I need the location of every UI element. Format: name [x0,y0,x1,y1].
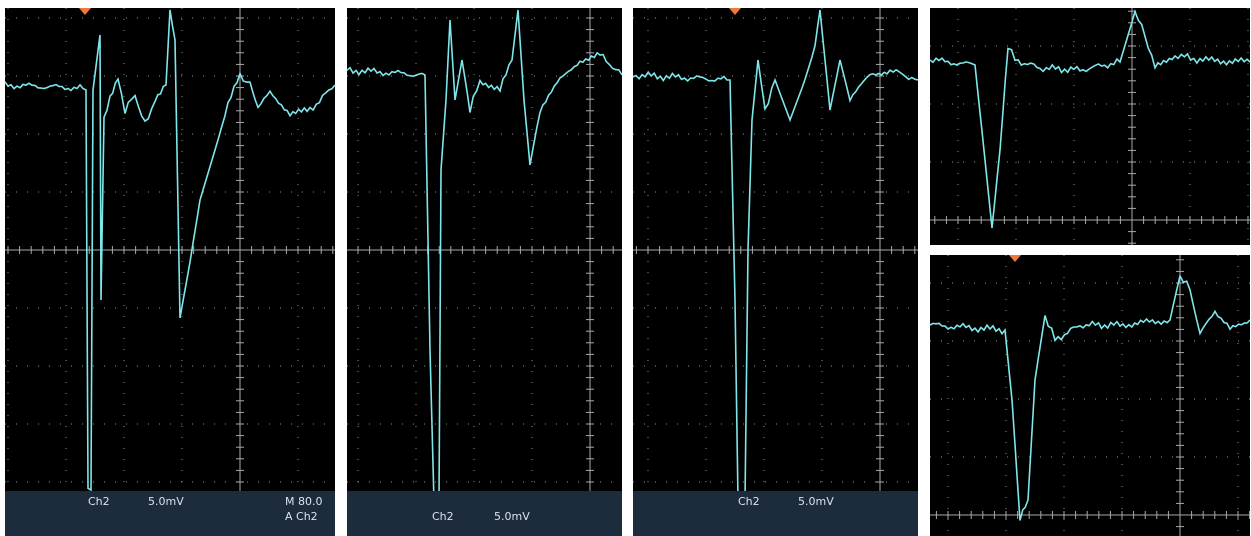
scale-label: 5.0mV [798,495,834,508]
screen [633,8,918,536]
screen [5,8,335,536]
scale-label: 5.0mV [494,510,530,523]
oscilloscope-collage: Ch2 5.0mV M 80.0 A Ch2 Ch2 5.0mV Ch2 5.0… [0,0,1251,536]
screens [5,8,1250,536]
screen [930,255,1250,536]
channel-label: Ch2 [88,495,110,508]
status-bar [347,491,622,536]
screen [347,8,622,536]
status-bar [633,491,918,536]
timebase-label: M 80.0 [285,495,322,508]
channel-label: Ch2 [432,510,454,523]
screen [930,8,1250,245]
channel-label: Ch2 [738,495,760,508]
status-bars: Ch2 5.0mV M 80.0 A Ch2 Ch2 5.0mV Ch2 5.0… [5,491,918,536]
trigger-label: A Ch2 [285,510,318,523]
scale-label: 5.0mV [148,495,184,508]
